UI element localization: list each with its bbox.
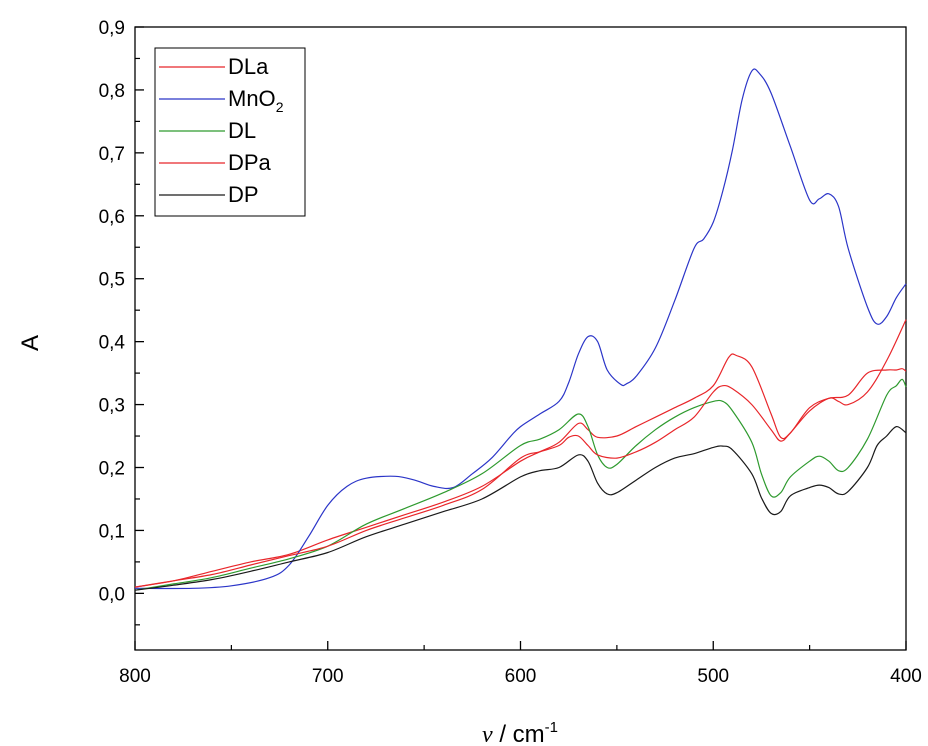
x-tick-label: 700	[312, 666, 344, 687]
legend-label-dp: DP	[228, 182, 259, 207]
legend-label-dpa: DPa	[228, 150, 272, 175]
x-axis-exponent: -1	[545, 719, 558, 736]
series-line-dp	[134, 425, 907, 591]
x-axis-symbol: ν	[482, 722, 493, 746]
legend-label-dl: DL	[228, 118, 256, 143]
y-tick-label: 0,3	[99, 396, 125, 417]
y-tick-label: 0,6	[99, 207, 125, 228]
legend-label-mno2: MnO2	[228, 86, 284, 115]
y-tick-label: 0,8	[99, 81, 125, 102]
y-tick-label: 0,7	[99, 144, 125, 165]
y-axis-label: A	[17, 335, 44, 351]
legend: DLa MnO2 DL DPa DP	[154, 47, 306, 217]
y-tick-label: 0,9	[99, 18, 125, 39]
legend-box	[154, 47, 306, 217]
axis-ticks: 0,0 0,1 0,2 0,3 0,4 0,5 0,6 0,7 0,8 0,9 800 700 600 5…	[99, 18, 922, 687]
series-lines	[134, 68, 907, 591]
y-tick-label: 0,0	[99, 584, 125, 605]
x-axis-label: ν / cm-1	[482, 719, 558, 746]
series-line-dpa	[134, 319, 907, 588]
y-tick-label: 0,5	[99, 270, 125, 291]
x-axis-unit: / cm	[493, 721, 545, 746]
x-tick-label: 500	[697, 666, 729, 687]
y-tick-label: 0,1	[99, 521, 125, 542]
series-line-mno2	[134, 68, 907, 590]
x-tick-label: 400	[890, 666, 922, 687]
legend-subscript: 2	[276, 99, 284, 115]
x-tick-label: 600	[505, 666, 537, 687]
series-line-dla	[134, 353, 907, 588]
series-line-dl	[134, 378, 907, 591]
y-tick-label: 0,2	[99, 459, 125, 480]
legend-label-dla: DLa	[228, 54, 269, 79]
x-tick-label: 800	[119, 666, 151, 687]
y-tick-label: 0,4	[99, 333, 126, 354]
